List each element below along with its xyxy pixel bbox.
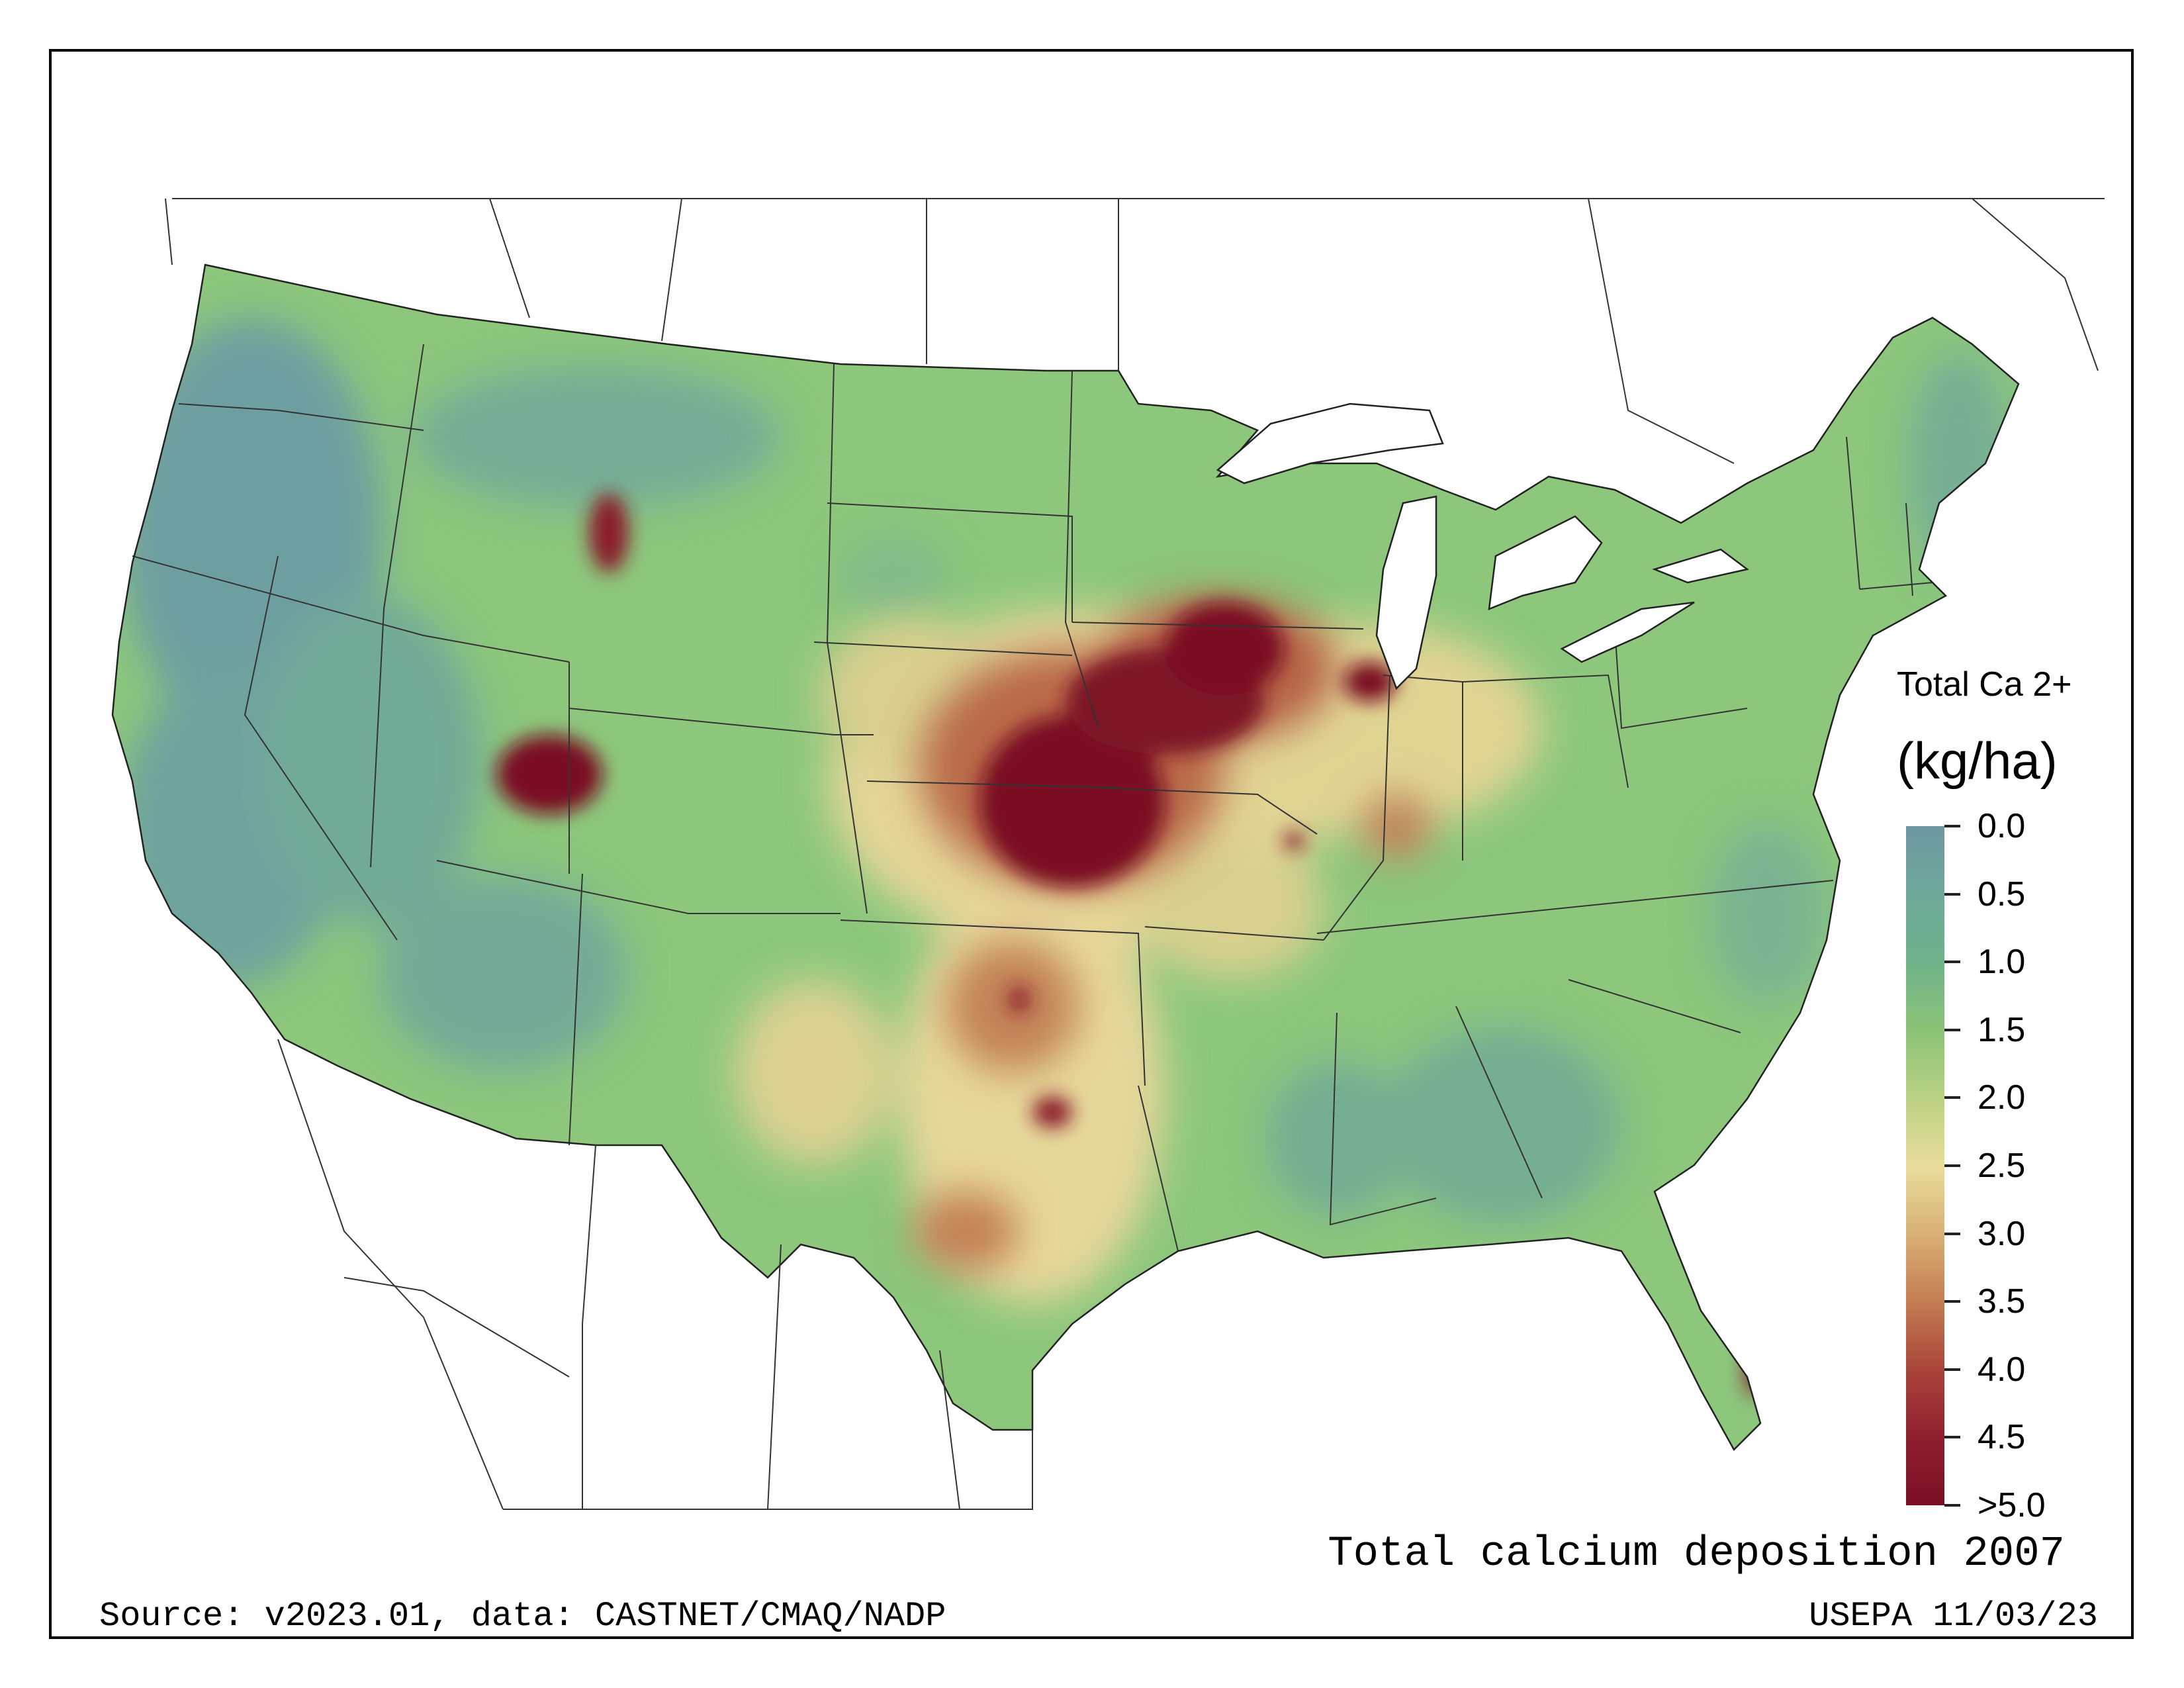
- scale-tick-mark: [1944, 1232, 1960, 1235]
- legend-unit: (kg/ha): [1897, 731, 2058, 790]
- scale-tick-label: 1.5: [1978, 1010, 2026, 1049]
- figure-frame: [49, 49, 2134, 1639]
- scale-tick-mark: [1944, 1164, 1960, 1167]
- scale-tick-mark: [1944, 892, 1960, 896]
- map-title: Total calcium deposition 2007: [1328, 1530, 2065, 1578]
- state-boundaries: [132, 344, 1933, 1252]
- scale-tick-mark: [1944, 1300, 1960, 1303]
- scale-tick-label: 0.5: [1978, 874, 2026, 914]
- scale-tick-label: >5.0: [1978, 1486, 2046, 1524]
- scale-tick-mark: [1944, 961, 1960, 964]
- scale-tick-label: 4.5: [1978, 1418, 2026, 1457]
- scale-tick-mark: [1944, 1368, 1960, 1371]
- scale-tick-label: 0.0: [1978, 807, 2026, 845]
- scale-tick-label: 1.0: [1978, 943, 2026, 982]
- legend-title: Total Ca 2+: [1897, 665, 2072, 704]
- scale-tick-label: 4.0: [1978, 1350, 2026, 1389]
- color-scale-bar: [1906, 826, 1944, 1505]
- scale-tick-label: 3.5: [1978, 1282, 2026, 1321]
- neighbor-boundaries: [165, 198, 2105, 1510]
- scale-tick-label: 2.0: [1978, 1078, 2026, 1117]
- scale-tick-mark: [1944, 825, 1960, 827]
- agency-date: USEPA 11/03/23: [1809, 1597, 2098, 1636]
- source-note: Source: v2023.01, data: CASTNET/CMAQ/NAD…: [99, 1597, 946, 1636]
- scale-tick-mark: [1944, 1436, 1960, 1439]
- scale-tick-mark: [1944, 1504, 1960, 1507]
- scale-tick-label: 2.5: [1978, 1147, 2026, 1185]
- deposition-field: [119, 318, 2012, 1397]
- great-lakes: [1216, 402, 1749, 690]
- scale-tick-label: 3.0: [1978, 1214, 2026, 1253]
- scale-tick-mark: [1944, 1096, 1960, 1100]
- scale-tick-mark: [1944, 1028, 1960, 1031]
